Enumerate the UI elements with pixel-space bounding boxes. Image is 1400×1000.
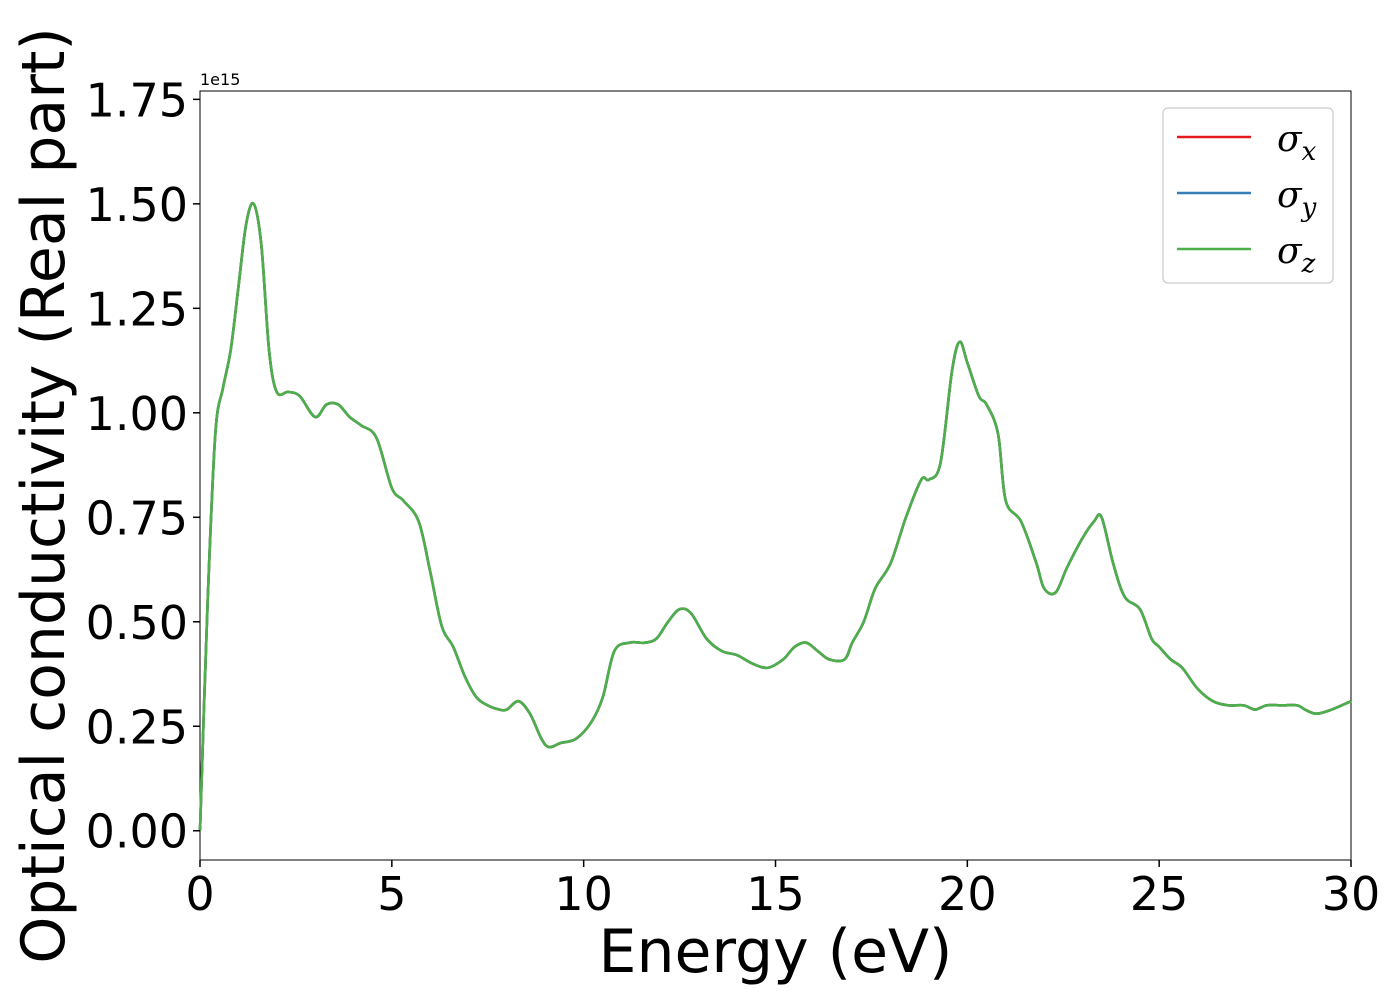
y-tick-label: 0.50 — [86, 596, 188, 650]
x-tick-label: 25 — [1130, 867, 1189, 921]
legend: σx σy σz — [1162, 107, 1334, 284]
x-axis-label: Energy (eV) — [599, 917, 953, 987]
y-tick-label: 1.75 — [86, 73, 188, 127]
x-tick-label: 15 — [746, 867, 805, 921]
y-axis-label: Optical conductivity (Real part) — [9, 27, 79, 964]
series-line-1 — [198, 201, 1352, 831]
y-offset-label: 1e15 — [200, 70, 240, 89]
y-tick-label: 1.50 — [86, 178, 188, 232]
legend-box — [1162, 107, 1334, 284]
y-tick-label: 1.00 — [86, 387, 188, 441]
x-tick-label: 10 — [554, 867, 613, 921]
x-tick-label: 20 — [938, 867, 997, 921]
y-axis-ticks: 0.00 0.25 0.50 0.75 1.00 1.25 1.50 1.75 — [86, 73, 200, 859]
x-tick-label: 30 — [1322, 867, 1381, 921]
y-tick-label: 0.75 — [86, 491, 188, 545]
legend-entry-label: σx — [1277, 119, 1317, 167]
series-line-2 — [198, 201, 1352, 831]
x-tick-label: 5 — [377, 867, 406, 921]
x-axis-ticks: 0 5 10 15 20 25 30 — [185, 860, 1380, 921]
y-tick-label: 1.25 — [86, 282, 188, 336]
legend-entry-label: σz — [1277, 231, 1316, 279]
series-line-3 — [198, 201, 1352, 831]
y-tick-label: 0.00 — [86, 805, 188, 859]
series-group — [198, 201, 1352, 831]
x-tick-label: 0 — [185, 867, 214, 921]
legend-entry-label: σy — [1277, 175, 1317, 223]
y-tick-label: 0.25 — [86, 700, 188, 754]
